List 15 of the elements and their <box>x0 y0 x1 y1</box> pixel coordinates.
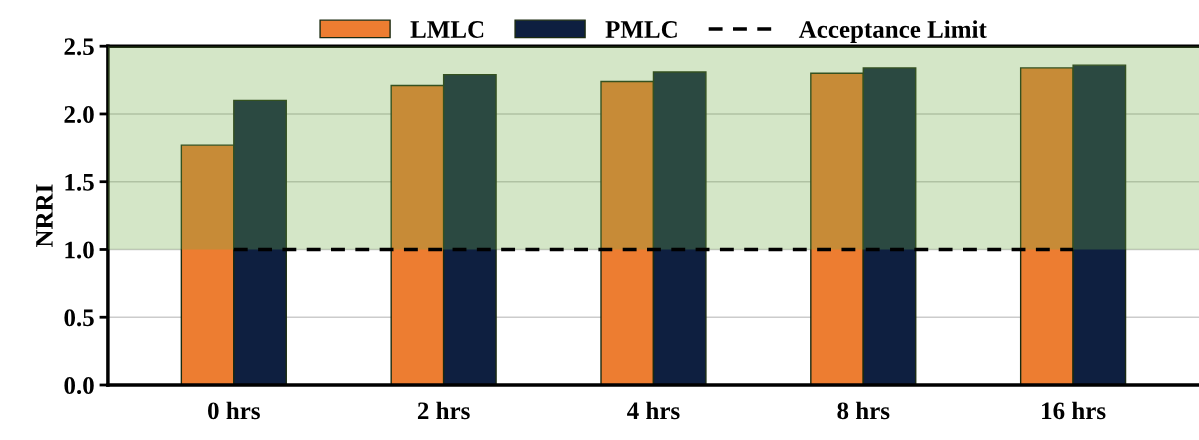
legend-label: PMLC <box>605 21 677 38</box>
y-tick-label: 2.5 <box>64 38 94 56</box>
y-axis-title: NRRI <box>36 184 53 248</box>
x-tick-label: 4 hrs <box>627 401 680 420</box>
x-tick-label: 8 hrs <box>837 401 890 420</box>
x-tick-label: 2 hrs <box>417 401 470 420</box>
y-tick-label: 1.5 <box>65 173 94 191</box>
y-tick-label: 2.0 <box>64 106 94 123</box>
y-tick-label: 1.0 <box>65 241 94 259</box>
legend-label: LMLC <box>410 21 484 38</box>
x-tick-label: 16 hrs <box>1042 401 1106 420</box>
legend-label: Acceptance Limit <box>798 20 987 43</box>
y-tick-label: 0.5 <box>64 309 94 327</box>
y-tick-label: 0.0 <box>64 377 94 395</box>
x-tick-label: 0 hrs <box>208 401 260 420</box>
